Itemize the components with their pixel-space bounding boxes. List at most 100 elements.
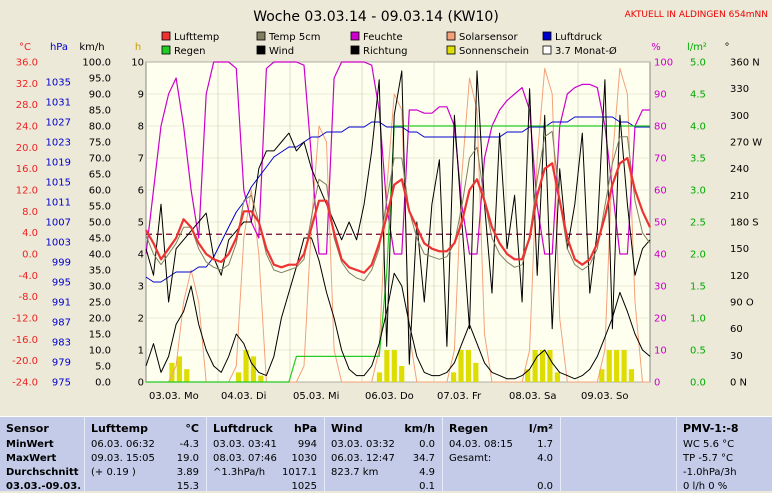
luftdruck-max-time: 08.03. 07:46 [213,453,277,464]
tick-hpa-11: 995 [52,278,71,289]
sunshine-bar-44 [473,362,479,382]
tick-pct-1: 90 [654,90,667,101]
tick-kmh-8: 60.0 [89,186,111,197]
x-label-5: 08.03. Sa [509,391,556,402]
regen-range-value: 0.0 [537,481,553,492]
sunshine-bar-31 [376,372,383,382]
tick-pct-8: 20 [654,314,667,325]
sunshine-bar-51 [525,369,531,382]
tick-dir-12: 0 N [730,378,747,389]
pmv-pressure-trend: -1.0hPa/3h [683,467,737,478]
tick-hpa-8: 1007 [46,218,71,229]
legend-label-richtung: Richtung [363,46,408,57]
series-line-solarsensor [146,67,650,383]
tick-h-8: 2 [138,314,144,325]
label-range: 03.03.-09.03. [6,481,82,492]
lufttemp-avg: (+ 0.19 ) 3.89 [91,467,199,479]
tick-dir-10: 60 [730,324,743,335]
regen-max: 04.03. 08:15 1.7 [449,439,553,451]
tick-dir-2: 300 [730,111,749,122]
tick-kmh-9: 55.0 [89,202,111,213]
tick-kmh-14: 30.0 [89,282,111,293]
tick-temp-10: -4.0 [18,271,38,282]
tick-rain-1: 4.5 [690,90,706,101]
tick-dir-0: 360 N [730,58,760,69]
sunshine-bar-15 [258,375,264,382]
axis-unit-rain: l/m² [687,42,707,53]
tick-temp-15: -24.0 [12,378,38,389]
series-line-temp5cm [145,130,651,282]
table-col-blank [560,417,675,491]
lufttemp-min: 06.03. 06:32 -4.3 [91,439,199,451]
sunshine-bar-63 [614,350,620,382]
wind-min-time: 03.03. 03:32 [331,439,395,450]
axis-units: °C hPa km/h h% l/m² ° [19,42,729,53]
header-luftdruck-label: Luftdruck [213,422,273,435]
axis-unit-temp: °C [19,42,31,53]
x-label-3: 06.03. Do [365,391,414,402]
tick-hpa-16: 975 [52,378,71,389]
legend-swatch-monat_avg [542,45,552,55]
sunshine-bar-54 [547,350,553,382]
tick-kmh-1: 95.0 [89,74,111,85]
x-label-1: 04.03. Di [221,391,266,402]
sunshine-bar-3 [169,362,175,382]
series-line-wind [145,237,651,380]
pmv-rain-rate: 0 l/h 0 % [683,481,728,492]
tick-rain-4: 3.0 [690,186,706,197]
sunshine-bars [169,350,635,382]
tick-rain-7: 1.5 [690,282,706,293]
legend-label-solarsensor: Solarsensor [459,32,519,43]
header-luftdruck: Luftdruck hPa [213,423,317,435]
tick-pct-7: 30 [654,282,667,293]
sunshine-bar-34 [399,366,405,382]
tick-rain-9: 0.5 [690,346,706,357]
wind-range-value: 0.1 [419,481,435,492]
tick-h-1: 9 [138,90,144,101]
tick-dir-1: 330 [730,84,749,95]
axis-unit-h: h [135,42,141,53]
tick-pct-10: 0 [654,378,660,389]
location-banner: AKTUELL IN ALDINGEN 654mNN [625,10,768,20]
regen-total-label: Gesamt: [449,453,492,464]
tick-kmh-0: 100.0 [82,58,111,69]
tick-temp-11: -8.0 [18,292,38,303]
tick-hpa-1: 1035 [46,78,71,89]
regen-total: Gesamt: 4.0 [449,453,553,465]
wind-min: 03.03. 03:32 0.0 [331,439,435,451]
lufttemp-max: 09.03. 15:05 19.0 [91,453,199,465]
tick-temp-8: 4.0 [22,228,38,239]
sunshine-bar-41 [450,372,457,382]
table-col-sensor: Sensor MinWert MaxWert Durchschnitt 03.0… [0,417,82,492]
tick-hpa-10: 999 [52,258,71,269]
wind-avg: 823.7 km 4.9 [331,467,435,479]
sunshine-bar-43 [465,350,472,382]
axis-unit-hpa: hPa [50,42,68,53]
axis-unit-dir: ° [725,42,730,53]
tick-dir-9: 90 O [730,298,754,309]
header-lufttemp-label: Lufttemp [91,422,148,435]
series-line-feuchte [145,61,650,255]
legend-swatch-luftdruck [542,31,552,41]
wind-avg-value: 4.9 [419,467,435,478]
tick-temp-5: 16.0 [16,164,38,175]
tick-dir-7: 150 [730,244,749,255]
pmv-dewpoint: TP -5.7 °C [683,453,733,464]
tick-pct-2: 80 [654,122,667,133]
regen-max-value: 1.7 [537,439,553,450]
x-label-0: 03.03. Mo [149,391,199,402]
tick-temp-9: 0.0 [22,250,38,261]
tick-hpa-5: 1019 [46,158,71,169]
tick-temp-1: 32.0 [16,79,38,90]
tick-rain-2: 4.0 [690,122,706,133]
legend-label-sonnenschein: Sonnenschein [459,46,529,57]
lufttemp-min-value: -4.3 [179,439,199,450]
label-avg: Durchschnitt [6,467,79,478]
table-col-pmv: PMV-1:-8 WC 5.6 °C TP -5.7 °C -1.0hPa/3h… [676,417,772,492]
tick-temp-0: 36.0 [16,58,38,69]
tick-temp-3: 24.0 [16,122,38,133]
tick-kmh-18: 10.0 [89,346,111,357]
tick-hpa-3: 1027 [46,118,71,129]
sunshine-bar-33 [391,350,397,382]
tick-kmh-19: 5.0 [95,362,111,373]
